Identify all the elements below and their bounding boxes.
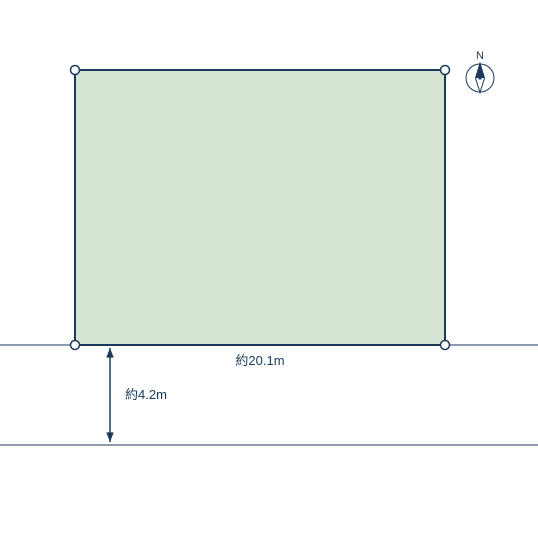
corner-marker-2 <box>71 341 80 350</box>
plot-rectangle <box>75 70 445 345</box>
corner-marker-0 <box>71 66 80 75</box>
depth-dimension-label: 約4.2m <box>125 387 167 402</box>
corner-marker-1 <box>441 66 450 75</box>
compass-center-dot <box>478 76 481 79</box>
compass-n-label: N <box>476 50 484 62</box>
width-dimension-label: 約20.1m <box>235 353 284 368</box>
corner-marker-3 <box>441 341 450 350</box>
